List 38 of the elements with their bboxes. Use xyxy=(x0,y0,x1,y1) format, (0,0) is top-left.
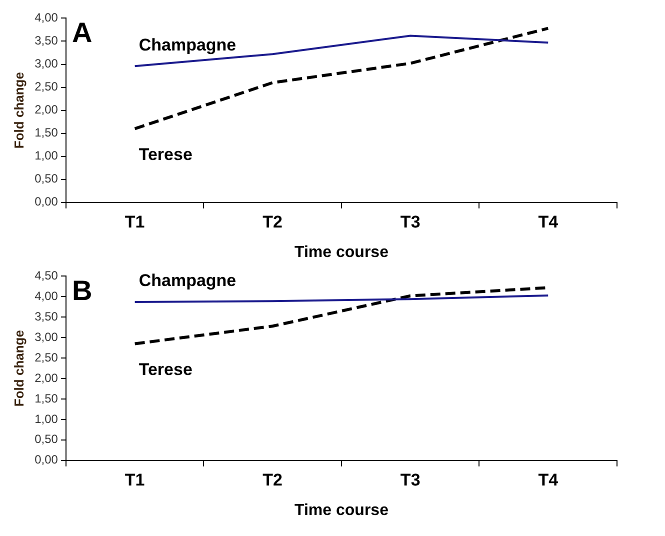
y-tick-label: 2,50 xyxy=(34,350,58,364)
chart-title: B xyxy=(72,274,92,306)
y-tick-label: 4,50 xyxy=(34,268,58,283)
y-tick-label: 1,00 xyxy=(34,412,58,426)
y-tick-label: 1,50 xyxy=(34,391,58,406)
x-tick-label: T3 xyxy=(400,470,420,490)
series-label: Champagne xyxy=(138,35,236,54)
y-tick-label: 3,50 xyxy=(34,309,58,324)
y-tick-label: 3,00 xyxy=(34,330,58,344)
x-axis-title: Time course xyxy=(294,502,389,519)
y-tick-label: 2,00 xyxy=(34,370,58,385)
y-tick-label: 4,00 xyxy=(34,288,58,303)
y-tick-label: 3,00 xyxy=(34,56,58,71)
x-tick-label: T1 xyxy=(124,470,145,490)
y-tick-label: 2,00 xyxy=(34,102,58,117)
x-tick-label: T2 xyxy=(262,212,283,232)
x-tick-label: T2 xyxy=(262,470,283,490)
series-label: Champagne xyxy=(138,271,236,290)
x-tick-label: T4 xyxy=(538,212,559,232)
y-axis-title: Fold change xyxy=(11,330,26,407)
series-label: Terese xyxy=(138,360,192,379)
chart-title: A xyxy=(72,16,92,48)
line-series xyxy=(133,26,550,130)
y-tick-label: 0,00 xyxy=(34,452,58,467)
y-tick-label: 1,00 xyxy=(34,148,58,163)
series-label: Terese xyxy=(138,144,192,164)
y-tick-label: 3,50 xyxy=(34,34,58,48)
y-tick-label: 4,00 xyxy=(34,10,58,25)
x-tick-label: T4 xyxy=(538,470,559,490)
x-axis-title: Time course xyxy=(294,244,389,261)
y-tick-label: 0,50 xyxy=(34,172,58,186)
y-tick-label: 2,50 xyxy=(34,80,58,94)
y-tick-label: 0,00 xyxy=(34,194,58,209)
x-tick-label: T1 xyxy=(124,212,145,232)
y-tick-label: 1,50 xyxy=(34,126,58,140)
y-tick-label: 0,50 xyxy=(34,432,58,446)
y-axis-title: Fold change xyxy=(11,72,26,149)
x-tick-label: T3 xyxy=(400,212,420,232)
